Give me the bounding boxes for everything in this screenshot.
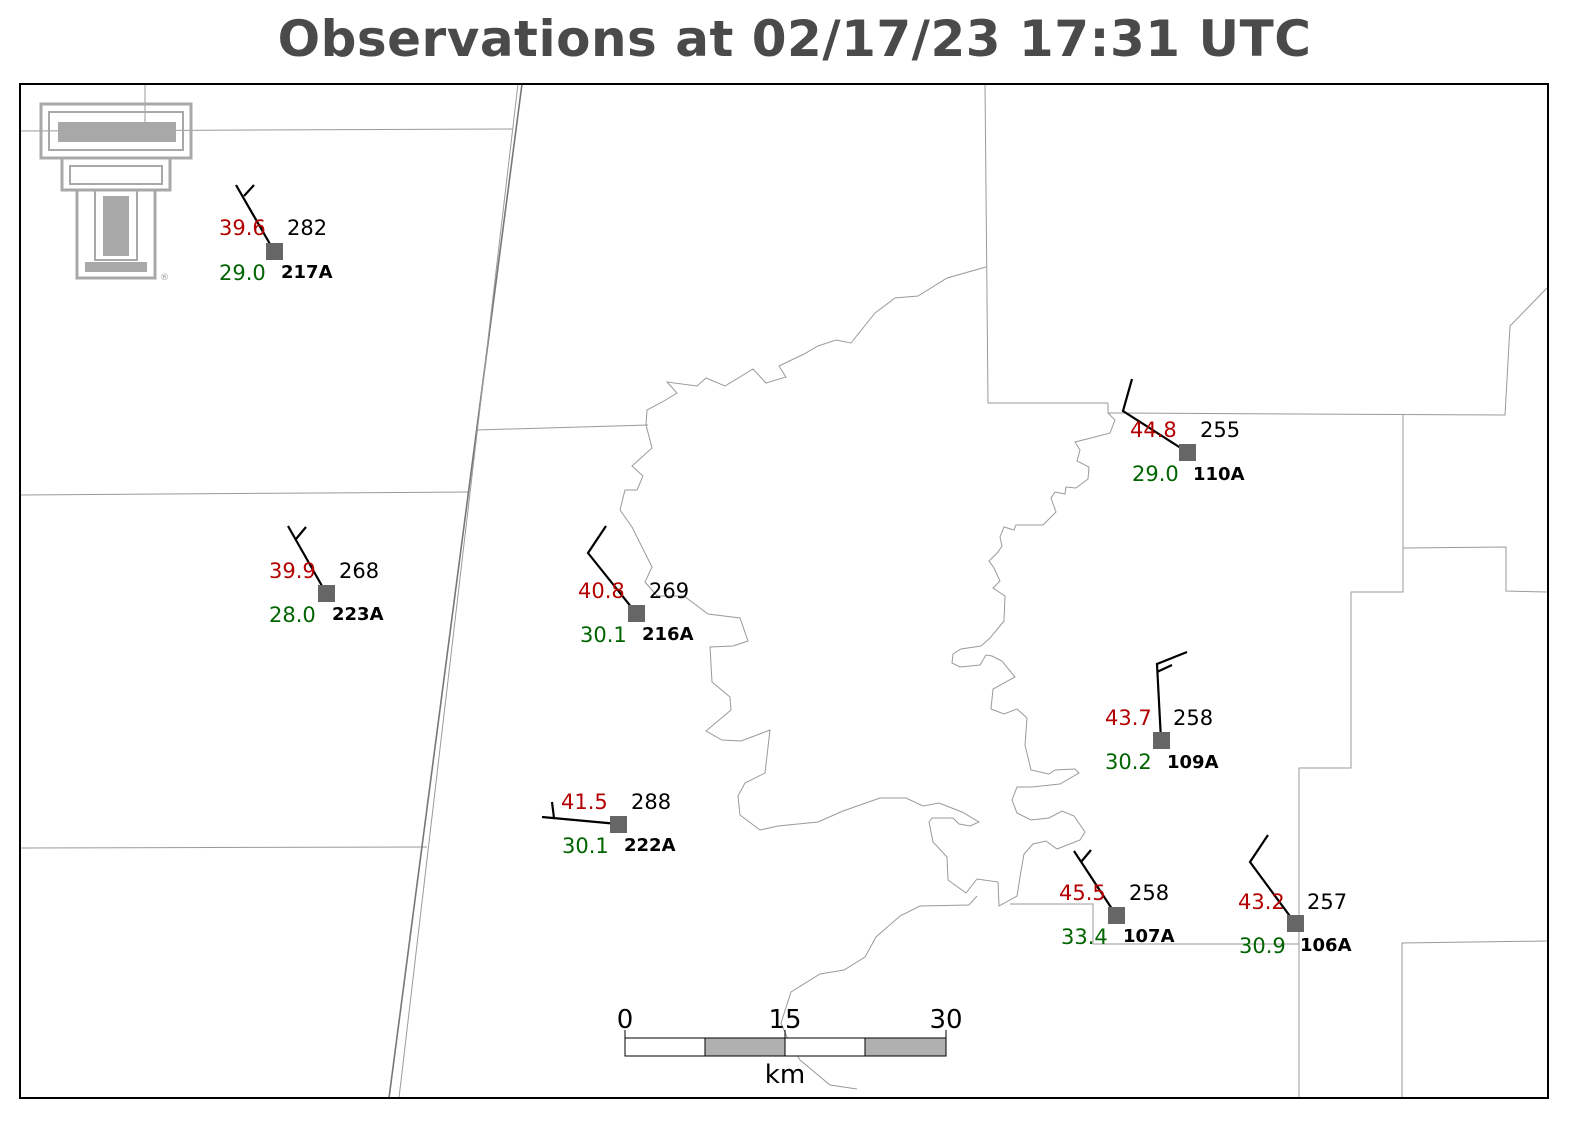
- boundaries: [19, 83, 1548, 1099]
- station-plot-217A[interactable]: 39.6 282 29.0 217A: [219, 216, 333, 285]
- registered-mark: ®: [160, 273, 169, 283]
- wind-direction-label: 255: [1200, 418, 1240, 442]
- wind-direction-label: 282: [287, 216, 327, 240]
- scale-bar: 0 15 30 km: [617, 1005, 963, 1090]
- wind-direction-label: 269: [649, 579, 689, 603]
- scale-unit: km: [765, 1060, 805, 1090]
- wind-direction-label: 288: [631, 790, 671, 814]
- station-markers: [266, 243, 1304, 932]
- dewpoint-label: 30.9: [1239, 934, 1286, 958]
- station-plot-223A[interactable]: 39.9 268 28.0 223A: [269, 559, 384, 627]
- station-plot-110A[interactable]: 44.8 255 29.0 110A: [1130, 418, 1245, 486]
- dewpoint-label: 29.0: [1132, 462, 1179, 486]
- station-id-label: 216A: [642, 624, 694, 645]
- station-marker-216A: [628, 605, 645, 622]
- wind-barbs: [235, 184, 1296, 924]
- wind-barb-223A: [287, 525, 327, 594]
- station-marker-222A: [610, 816, 627, 833]
- map-frame: [19, 83, 1549, 1099]
- station-plot-107A[interactable]: 45.5 258 33.4 107A: [1059, 881, 1175, 949]
- temperature-label: 39.6: [219, 216, 266, 240]
- station-id-label: 109A: [1167, 752, 1219, 773]
- wind-barb-106A: [1248, 834, 1296, 924]
- temperature-label: 41.5: [561, 790, 608, 814]
- map-title: Observations at 02/17/23 17:31 UTC: [277, 10, 1312, 68]
- station-marker-110A: [1179, 444, 1196, 461]
- dewpoint-label: 30.1: [580, 623, 627, 647]
- dewpoint-label: 28.0: [269, 603, 316, 627]
- temperature-label: 45.5: [1059, 881, 1106, 905]
- texas-tech-double-t-logo: [39, 102, 193, 280]
- station-marker-223A: [318, 585, 335, 602]
- wind-direction-label: 258: [1173, 706, 1213, 730]
- station-plot-216A[interactable]: 40.8 269 30.1 216A: [578, 579, 694, 647]
- station-id-label: 222A: [624, 835, 676, 856]
- station-id-label: 217A: [281, 262, 333, 283]
- station-plot-106A[interactable]: 43.2 257 30.9 106A: [1238, 890, 1352, 958]
- station-id-label: 106A: [1300, 935, 1352, 956]
- station-id-label: 107A: [1123, 926, 1175, 947]
- temperature-label: 39.9: [269, 559, 316, 583]
- station-id-label: 110A: [1193, 464, 1245, 485]
- dewpoint-label: 30.2: [1105, 750, 1152, 774]
- wind-direction-label: 258: [1129, 881, 1169, 905]
- station-plot-109A[interactable]: 43.7 258 30.2 109A: [1105, 706, 1219, 774]
- scale-tick-30: 30: [929, 1005, 962, 1035]
- station-marker-107A: [1108, 907, 1125, 924]
- wind-barb-216A: [586, 525, 637, 614]
- station-marker-106A: [1287, 915, 1304, 932]
- station-id-label: 223A: [332, 604, 384, 625]
- wind-barb-222A: [541, 801, 619, 826]
- wind-barb-110A: [1121, 378, 1188, 453]
- temperature-label: 43.2: [1238, 890, 1285, 914]
- temperature-label: 40.8: [578, 579, 625, 603]
- scale-tick-15: 15: [768, 1005, 801, 1035]
- scale-tick-0: 0: [617, 1005, 634, 1035]
- station-plot-222A[interactable]: 41.5 288 30.1 222A: [561, 790, 676, 858]
- wind-direction-label: 257: [1307, 890, 1347, 914]
- wind-barb-217A: [235, 184, 275, 252]
- dewpoint-label: 29.0: [219, 261, 266, 285]
- temperature-label: 43.7: [1105, 706, 1152, 730]
- dewpoint-label: 30.1: [562, 834, 609, 858]
- station-marker-217A: [266, 243, 283, 260]
- temperature-label: 44.8: [1130, 418, 1177, 442]
- wind-barb-107A: [1073, 849, 1117, 916]
- station-marker-109A: [1153, 732, 1170, 749]
- dewpoint-label: 33.4: [1061, 925, 1108, 949]
- wind-barb-109A: [1155, 650, 1188, 741]
- wind-direction-label: 268: [339, 559, 379, 583]
